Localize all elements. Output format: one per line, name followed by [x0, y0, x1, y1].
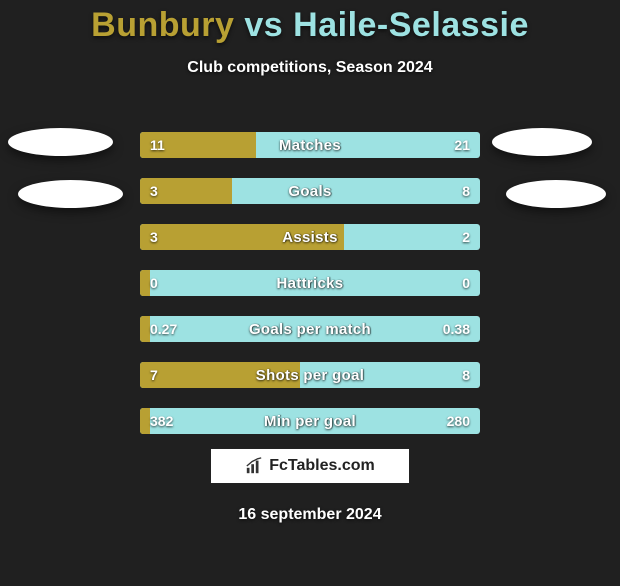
- stat-label: Min per goal: [140, 408, 480, 434]
- stat-label: Assists: [140, 224, 480, 250]
- stat-row: 0.270.38Goals per match: [140, 316, 480, 342]
- logo-text: FcTables.com: [269, 457, 375, 475]
- vs-text: vs: [244, 6, 283, 44]
- stat-row: 1121Matches: [140, 132, 480, 158]
- stat-row: 32Assists: [140, 224, 480, 250]
- page-title: Bunbury vs Haile-Selassie: [0, 6, 620, 45]
- stat-row: 00Hattricks: [140, 270, 480, 296]
- chart-icon: [245, 457, 263, 475]
- date-text: 16 september 2024: [0, 506, 620, 524]
- stat-row: 78Shots per goal: [140, 362, 480, 388]
- stat-label: Hattricks: [140, 270, 480, 296]
- stat-label: Goals: [140, 178, 480, 204]
- stat-row: 38Goals: [140, 178, 480, 204]
- stat-row: 382280Min per goal: [140, 408, 480, 434]
- player2-name: Haile-Selassie: [293, 6, 529, 44]
- stat-label: Shots per goal: [140, 362, 480, 388]
- stat-label: Goals per match: [140, 316, 480, 342]
- stat-label: Matches: [140, 132, 480, 158]
- avatar-placeholder: [492, 128, 592, 156]
- subtitle: Club competitions, Season 2024: [0, 59, 620, 77]
- avatar-placeholder: [8, 128, 113, 156]
- player1-name: Bunbury: [91, 6, 234, 44]
- avatar-placeholder: [18, 180, 123, 208]
- comparison-bars: 1121Matches 38Goals 32Assists 00Hattricks 0.…: [140, 132, 480, 454]
- fctables-logo: FcTables.com: [210, 448, 410, 484]
- avatar-placeholder: [506, 180, 606, 208]
